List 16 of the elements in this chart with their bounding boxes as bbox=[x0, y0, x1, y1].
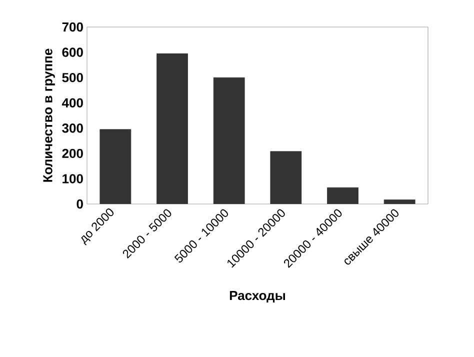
y-tick-label: 0 bbox=[76, 199, 83, 209]
y-axis-title: Количество в группе bbox=[43, 48, 55, 182]
y-tick-label: 400 bbox=[62, 98, 83, 108]
bar bbox=[100, 129, 132, 204]
y-tick-label: 200 bbox=[62, 148, 83, 158]
bar bbox=[327, 187, 358, 204]
bar bbox=[213, 77, 245, 204]
x-axis-title: Расходы bbox=[230, 291, 286, 303]
y-tick-label: 300 bbox=[62, 124, 83, 133]
bar bbox=[270, 151, 302, 204]
y-tick-label: 600 bbox=[62, 48, 83, 57]
y-tick-label: 100 bbox=[62, 174, 83, 184]
bar bbox=[156, 53, 188, 204]
y-tick-label: 700 bbox=[62, 22, 83, 32]
y-tick-label: 500 bbox=[62, 72, 83, 82]
bar bbox=[384, 200, 416, 204]
